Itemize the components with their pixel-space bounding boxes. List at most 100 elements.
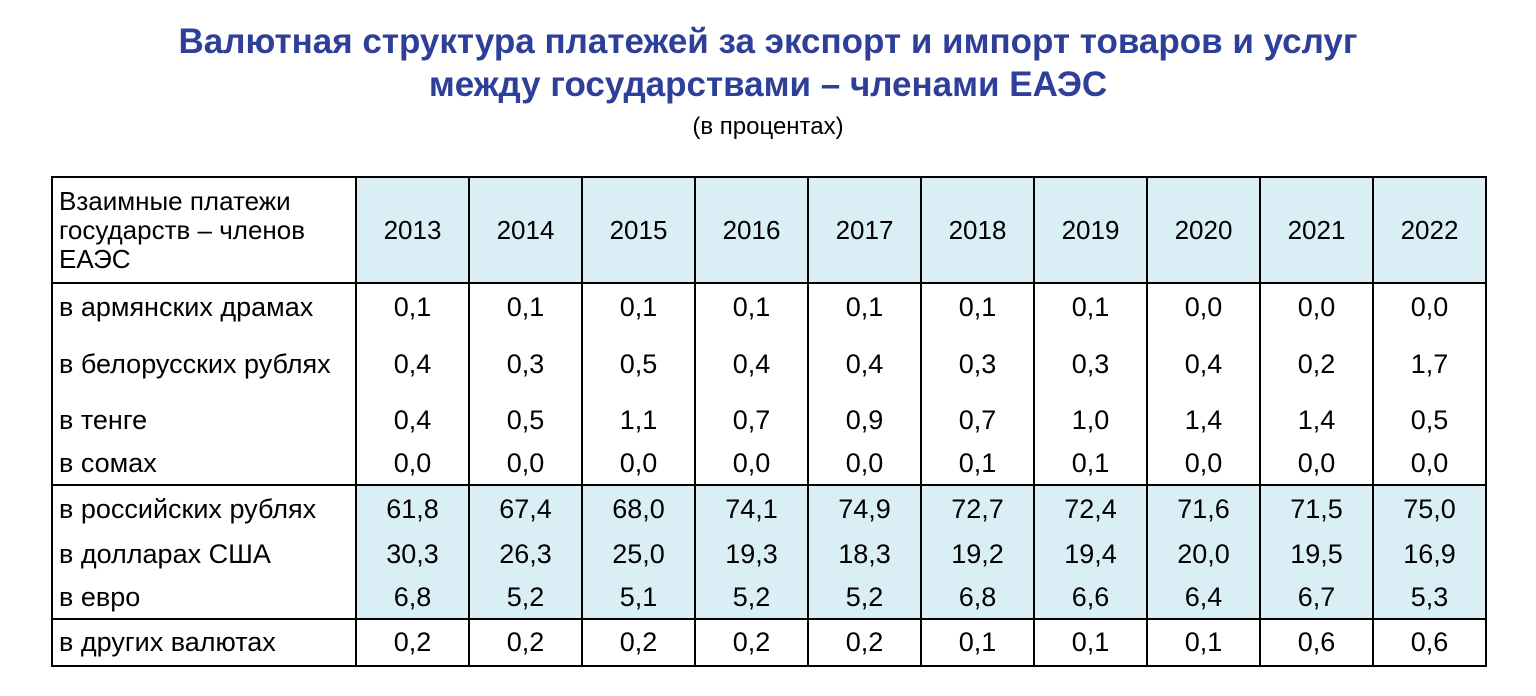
row-label: в евро [51, 576, 357, 620]
table-cell: 0,1 [468, 283, 583, 330]
row-label: в армянских драмах [51, 283, 357, 330]
table-cell: 61,8 [355, 485, 470, 533]
table-cell: 0,0 [1146, 442, 1261, 486]
table-cell: 0,1 [920, 619, 1035, 667]
table-cell: 67,4 [468, 485, 583, 533]
table-cell: 0,5 [468, 398, 583, 442]
page-title: Валютная структура платежей за экспорт и… [0, 20, 1536, 106]
table-cell: 0,4 [355, 398, 470, 442]
row-label: в тенге [51, 398, 357, 442]
table-group-national-currencies: в армянских драмах 0,1 0,1 0,1 0,1 0,1 0… [51, 283, 1487, 486]
table-row: в евро 6,8 5,2 5,1 5,2 5,2 6,8 6,6 6,4 6… [51, 576, 1487, 620]
table-cell: 0,4 [1146, 330, 1261, 398]
table-cell: 0,1 [920, 283, 1035, 330]
year-header: 2020 [1146, 176, 1261, 284]
table-cell: 0,0 [1372, 442, 1487, 486]
table-cell: 0,2 [355, 619, 470, 667]
table-cell: 0,1 [1033, 442, 1148, 486]
table-cell: 0,0 [1146, 283, 1261, 330]
table-cell: 0,0 [1372, 283, 1487, 330]
table-cell: 6,8 [355, 576, 470, 620]
table-row: в других валютах 0,2 0,2 0,2 0,2 0,2 0,1… [51, 619, 1487, 667]
table-row: в российских рублях 61,8 67,4 68,0 74,1 … [51, 485, 1487, 533]
row-label: в сомах [51, 442, 357, 486]
year-header: 2016 [694, 176, 809, 284]
table-cell: 0,1 [1033, 619, 1148, 667]
table-cell: 6,4 [1146, 576, 1261, 620]
table-cell: 0,2 [468, 619, 583, 667]
table-cell: 6,7 [1259, 576, 1374, 620]
table-cell: 75,0 [1372, 485, 1487, 533]
table-cell: 30,3 [355, 533, 470, 576]
table-cell: 0,1 [920, 442, 1035, 486]
table-cell: 1,1 [581, 398, 696, 442]
table-cell: 0,0 [1259, 442, 1374, 486]
year-header: 2013 [355, 176, 470, 284]
table-row: в сомах 0,0 0,0 0,0 0,0 0,0 0,1 0,1 0,0 … [51, 442, 1487, 486]
table-cell: 0,2 [1259, 330, 1374, 398]
table-cell: 25,0 [581, 533, 696, 576]
table-cell: 0,1 [355, 283, 470, 330]
table-cell: 1,4 [1146, 398, 1261, 442]
table-cell: 0,0 [1259, 283, 1374, 330]
table-cell: 0,6 [1259, 619, 1374, 667]
table-group-other-currencies: в других валютах 0,2 0,2 0,2 0,2 0,2 0,1… [51, 619, 1487, 667]
table-group-major-currencies: в российских рублях 61,8 67,4 68,0 74,1 … [51, 485, 1487, 620]
table-cell: 19,3 [694, 533, 809, 576]
table-cell: 0,2 [807, 619, 922, 667]
table-cell: 20,0 [1146, 533, 1261, 576]
table-cell: 74,1 [694, 485, 809, 533]
table-cell: 0,4 [694, 330, 809, 398]
table-cell: 0,3 [1033, 330, 1148, 398]
table-cell: 72,7 [920, 485, 1035, 533]
table-cell: 68,0 [581, 485, 696, 533]
table-cell: 0,7 [694, 398, 809, 442]
title-line-1: Валютная структура платежей за экспорт и… [178, 22, 1358, 61]
year-header: 2017 [807, 176, 922, 284]
table-row: в тенге 0,4 0,5 1,1 0,7 0,9 0,7 1,0 1,4 … [51, 398, 1487, 442]
year-header: 2019 [1033, 176, 1148, 284]
table-cell: 1,4 [1259, 398, 1374, 442]
table-cell: 0,3 [920, 330, 1035, 398]
table-cell: 26,3 [468, 533, 583, 576]
table-cell: 0,2 [581, 619, 696, 667]
table-cell: 16,9 [1372, 533, 1487, 576]
table-cell: 0,1 [694, 283, 809, 330]
table-cell: 0,5 [581, 330, 696, 398]
table-row: в долларах США 30,3 26,3 25,0 19,3 18,3 … [51, 533, 1487, 576]
table-cell: 0,0 [807, 442, 922, 486]
table-cell: 6,6 [1033, 576, 1148, 620]
table-cell: 19,2 [920, 533, 1035, 576]
year-header: 2014 [468, 176, 583, 284]
table-cell: 0,0 [694, 442, 809, 486]
table-cell: 5,2 [807, 576, 922, 620]
table-cell: 1,0 [1033, 398, 1148, 442]
table-cell: 0,0 [468, 442, 583, 486]
table-cell: 72,4 [1033, 485, 1148, 533]
table-cell: 0,1 [1033, 283, 1148, 330]
title-line-2: между государствами – членами ЕАЭС [428, 65, 1108, 104]
table-cell: 1,7 [1372, 330, 1487, 398]
year-header: 2022 [1372, 176, 1487, 284]
table-cell: 0,1 [581, 283, 696, 330]
table-cell: 71,6 [1146, 485, 1261, 533]
table-cell: 19,5 [1259, 533, 1374, 576]
table-cell: 5,2 [468, 576, 583, 620]
table-cell: 5,3 [1372, 576, 1487, 620]
row-label: в российских рублях [51, 485, 357, 533]
table-cell: 5,1 [581, 576, 696, 620]
table-cell: 0,9 [807, 398, 922, 442]
row-label: в белорусских рублях [51, 330, 357, 398]
table-cell: 0,1 [807, 283, 922, 330]
table-cell: 19,4 [1033, 533, 1148, 576]
table-cell: 71,5 [1259, 485, 1374, 533]
table-cell: 0,1 [1146, 619, 1261, 667]
table-cell: 0,4 [355, 330, 470, 398]
row-label: в других валютах [51, 619, 357, 667]
table-cell: 5,2 [694, 576, 809, 620]
row-label: в долларах США [51, 533, 357, 576]
year-header: 2015 [581, 176, 696, 284]
table-row: в армянских драмах 0,1 0,1 0,1 0,1 0,1 0… [51, 283, 1487, 330]
header-label-cell: Взаимные платежи государств – членов ЕАЭ… [51, 176, 357, 284]
table-row: в белорусских рублях 0,4 0,3 0,5 0,4 0,4… [51, 330, 1487, 398]
